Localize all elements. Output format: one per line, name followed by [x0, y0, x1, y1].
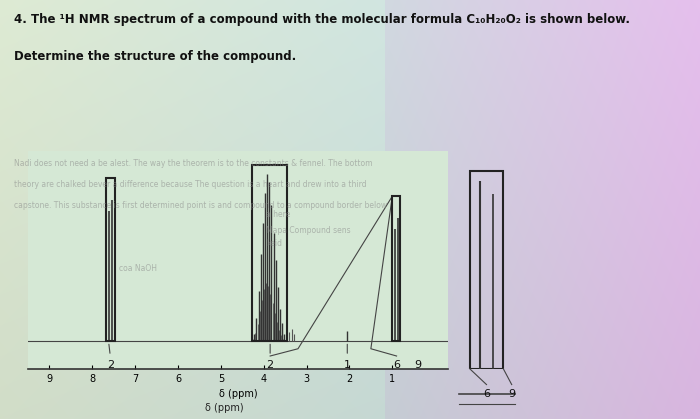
- Text: 9: 9: [414, 360, 421, 370]
- Bar: [106, 178, 115, 341]
- Text: 2: 2: [106, 360, 114, 370]
- Text: Determine the structure of the compound.: Determine the structure of the compound.: [14, 50, 296, 63]
- Text: 2: 2: [267, 360, 274, 370]
- Text: 1: 1: [344, 360, 351, 370]
- Text: coa NaOH: coa NaOH: [119, 264, 157, 273]
- Text: 9: 9: [508, 388, 515, 398]
- Text: a here: a here: [266, 210, 290, 218]
- Text: keid: keid: [266, 239, 282, 248]
- Text: Mapa Compound sens: Mapa Compound sens: [266, 226, 351, 235]
- Text: Nadi does not need a be alest. The way the theorem is to the constants & fennel.: Nadi does not need a be alest. The way t…: [14, 159, 372, 168]
- Bar: [470, 171, 503, 369]
- Bar: [392, 196, 400, 341]
- Text: 6: 6: [393, 360, 400, 370]
- Text: δ (ppm): δ (ppm): [204, 403, 244, 413]
- Text: capstone. This substance is first determined point is and compound to a compound: capstone. This substance is first determ…: [14, 201, 387, 210]
- Text: 4. The ¹H NMR spectrum of a compound with the molecular formula C₁₀H₂₀O₂ is show: 4. The ¹H NMR spectrum of a compound wit…: [14, 13, 630, 26]
- Text: theory are chalked bever a difference because The question is a heart and drew i: theory are chalked bever a difference be…: [14, 180, 367, 189]
- X-axis label: δ (ppm): δ (ppm): [218, 389, 258, 399]
- Bar: [252, 166, 287, 341]
- Text: 6: 6: [483, 388, 490, 398]
